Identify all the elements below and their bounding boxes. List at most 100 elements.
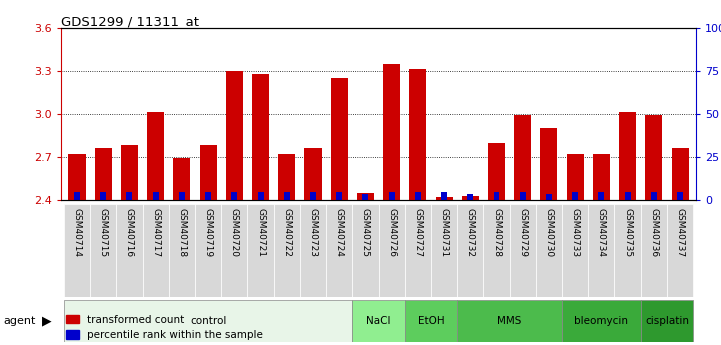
Text: ▶: ▶ [42,314,51,327]
Bar [488,142,505,200]
Bar [493,192,500,200]
Bar [147,112,164,200]
Text: GSM40719: GSM40719 [203,208,213,257]
Text: GSM40728: GSM40728 [492,208,501,257]
Bar [90,204,116,297]
Bar [461,196,479,200]
Bar [304,148,322,200]
Bar [353,204,379,297]
Text: GSM40720: GSM40720 [230,208,239,257]
Bar [651,192,657,200]
Text: GSM40730: GSM40730 [544,208,554,257]
Bar [598,192,604,200]
Bar [100,192,106,200]
Text: cisplatin: cisplatin [645,316,689,326]
Bar [353,300,404,342]
Bar [541,128,557,200]
Bar [274,204,300,297]
Bar [457,300,562,342]
Bar [284,192,290,200]
Bar [74,192,80,200]
Bar [379,204,404,297]
Bar [562,204,588,297]
Text: GSM40718: GSM40718 [177,208,187,257]
Text: bleomycin: bleomycin [575,316,629,326]
Bar [64,300,353,342]
Bar [588,204,614,297]
Bar [336,192,342,200]
Text: GSM40724: GSM40724 [335,208,344,257]
Bar [278,154,296,200]
Text: GSM40714: GSM40714 [73,208,81,257]
Text: GSM40716: GSM40716 [125,208,134,257]
Bar [593,154,610,200]
Text: GSM40731: GSM40731 [440,208,448,257]
Bar [431,204,457,297]
Bar [510,204,536,297]
Bar [645,115,663,200]
Bar [415,192,421,200]
Bar [300,204,326,297]
Bar [169,204,195,297]
Text: GSM40726: GSM40726 [387,208,396,257]
Text: control: control [190,316,226,326]
Bar [483,204,510,297]
Bar [247,204,274,297]
Bar [173,158,190,200]
Bar [226,71,243,200]
Bar [562,300,641,342]
Bar [310,192,316,200]
Bar [94,148,112,200]
Bar [614,204,641,297]
Bar [667,204,693,297]
Bar [231,192,237,200]
Bar [326,204,353,297]
Bar [514,115,531,200]
Legend: transformed count, percentile rank within the sample: transformed count, percentile rank withi… [66,315,263,340]
Bar [221,204,247,297]
Bar [116,204,143,297]
Bar [64,204,90,297]
Text: GSM40717: GSM40717 [151,208,160,257]
Bar [68,154,86,200]
Bar [410,69,426,200]
Text: agent: agent [4,316,36,326]
Bar [179,192,185,200]
Bar [200,146,216,200]
Bar [153,192,159,200]
Bar [536,204,562,297]
Text: GSM40736: GSM40736 [650,208,658,257]
Bar [546,194,552,200]
Bar [671,148,689,200]
Text: EtOH: EtOH [417,316,444,326]
Bar [441,192,447,200]
Bar [383,63,400,200]
Text: GSM40727: GSM40727 [413,208,423,257]
Bar [252,73,269,200]
Bar [619,112,636,200]
Text: GSM40722: GSM40722 [282,208,291,257]
Text: NaCl: NaCl [366,316,391,326]
Bar [363,194,368,200]
Bar [567,154,584,200]
Text: GSM40721: GSM40721 [256,208,265,257]
Text: GSM40725: GSM40725 [361,208,370,257]
Bar [641,300,693,342]
Bar [572,192,578,200]
Text: GSM40715: GSM40715 [99,208,107,257]
Bar [143,204,169,297]
Text: MMS: MMS [497,316,522,326]
Bar [195,204,221,297]
Bar [404,204,431,297]
Text: GSM40737: GSM40737 [676,208,684,257]
Bar [357,193,374,200]
Text: GSM40735: GSM40735 [623,208,632,257]
Bar [457,204,483,297]
Bar [257,192,264,200]
Bar [677,192,683,200]
Text: GSM40729: GSM40729 [518,208,527,257]
Text: GSM40723: GSM40723 [309,208,317,257]
Bar [121,146,138,200]
Bar [467,194,473,200]
Bar [624,192,631,200]
